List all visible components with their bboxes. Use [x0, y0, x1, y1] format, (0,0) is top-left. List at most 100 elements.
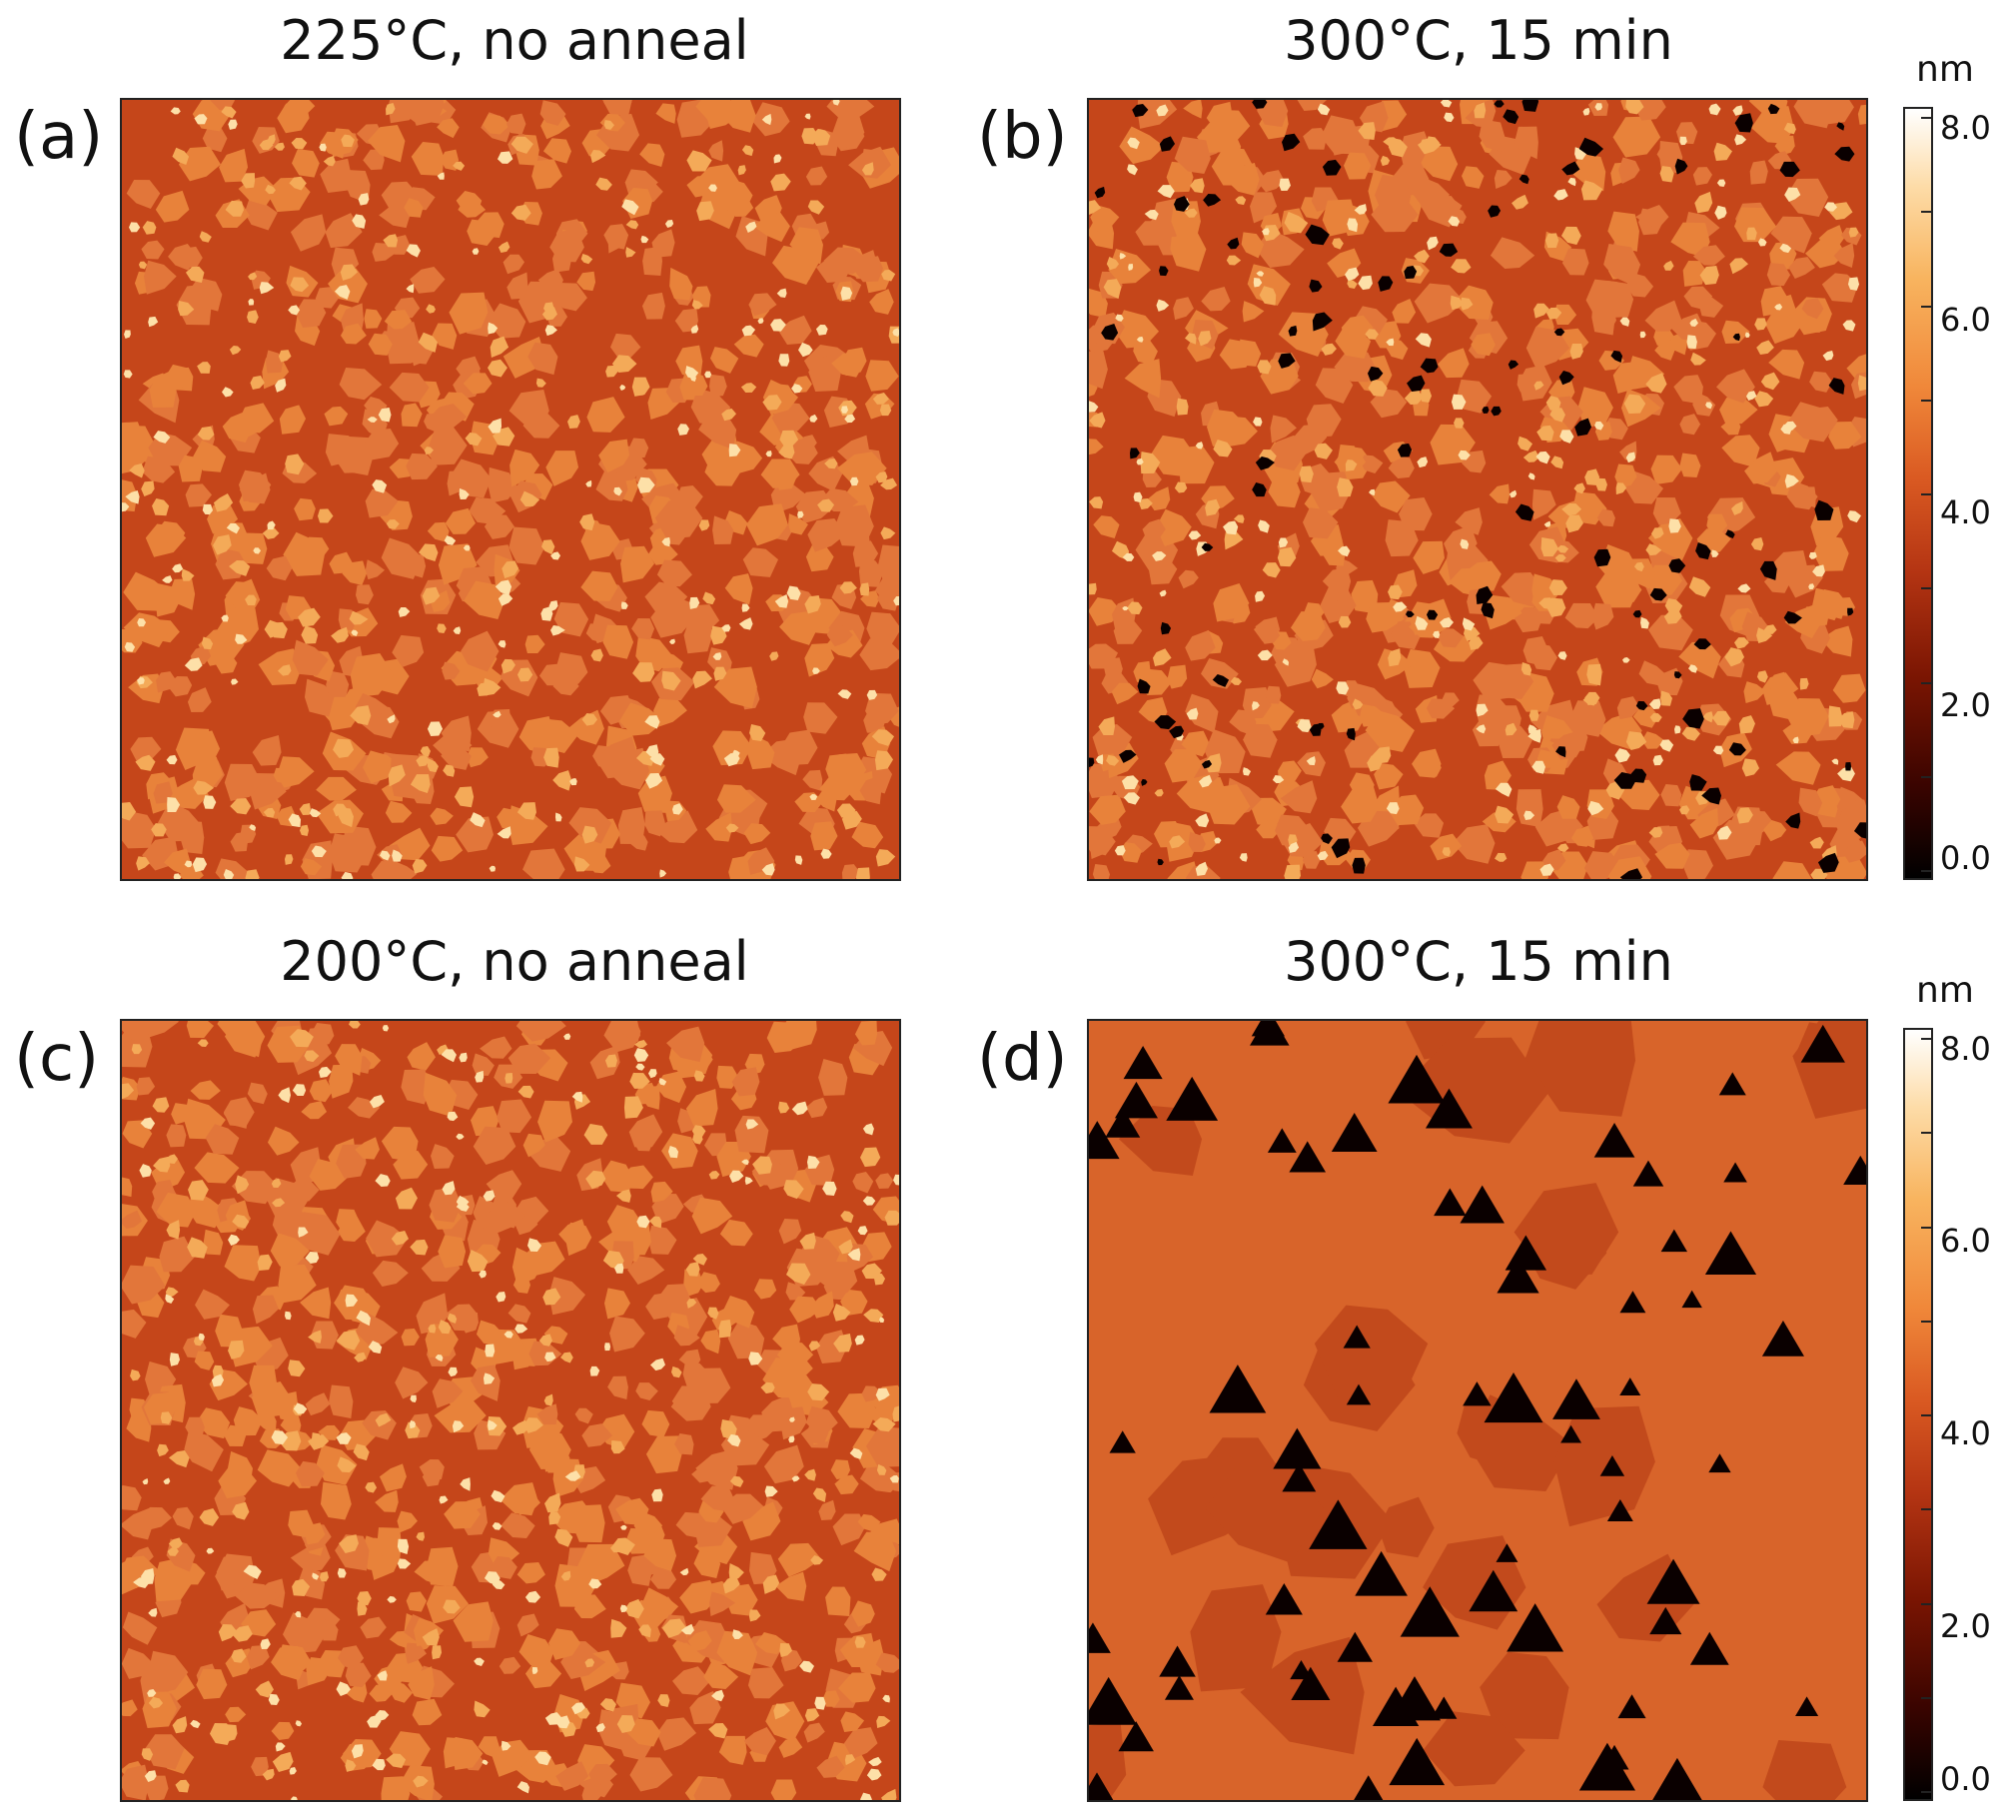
bright-cluster — [619, 385, 626, 392]
bright-cluster — [1243, 767, 1252, 776]
island — [486, 1203, 526, 1235]
bright-cluster — [147, 1688, 157, 1697]
island-top — [422, 1628, 440, 1646]
island-top — [1495, 805, 1514, 824]
island — [437, 118, 460, 139]
pit — [1101, 323, 1119, 341]
pit — [1725, 529, 1735, 539]
island — [698, 1499, 724, 1523]
island — [775, 1571, 807, 1601]
bright-cluster — [860, 1792, 872, 1800]
island-top — [504, 1073, 513, 1084]
bright-cluster — [139, 1164, 152, 1178]
bright-cluster — [1257, 649, 1273, 661]
island — [461, 630, 500, 672]
triangular-pit — [1400, 1586, 1460, 1637]
island-top — [560, 1570, 571, 1581]
island-top — [783, 1180, 804, 1200]
island — [1322, 567, 1352, 596]
island — [522, 848, 565, 879]
bright-cluster — [1812, 564, 1825, 577]
bright-cluster — [892, 328, 899, 337]
island — [1206, 409, 1248, 447]
island-top — [769, 651, 779, 661]
island-top — [1388, 584, 1403, 600]
bright-cluster — [727, 1433, 741, 1447]
island — [202, 126, 228, 153]
pit — [1159, 266, 1169, 277]
island-top — [1174, 481, 1188, 493]
island — [449, 292, 489, 335]
bright-cluster — [794, 855, 803, 865]
island — [1259, 624, 1281, 644]
island — [401, 403, 423, 428]
island — [1372, 480, 1411, 513]
island — [129, 1397, 149, 1420]
bright-cluster — [1621, 657, 1630, 663]
island-top — [157, 1443, 169, 1457]
island — [512, 1343, 536, 1370]
island — [1167, 664, 1188, 689]
island-top — [438, 1320, 452, 1335]
island — [581, 1423, 613, 1447]
island-top — [290, 277, 310, 293]
island — [1744, 458, 1778, 484]
bright-cluster — [1288, 841, 1300, 853]
island — [1385, 519, 1419, 557]
bright-cluster — [1279, 178, 1291, 192]
bright-cluster — [1460, 538, 1470, 549]
island-top — [141, 1748, 154, 1761]
pit — [1331, 838, 1351, 859]
island — [143, 260, 177, 295]
island-top — [543, 747, 559, 768]
island-top — [1560, 226, 1581, 245]
island — [499, 1656, 521, 1674]
island-top — [516, 667, 533, 682]
island — [1185, 629, 1216, 661]
island — [1392, 298, 1417, 324]
bright-cluster — [352, 214, 367, 229]
island — [1767, 549, 1808, 584]
bright-cluster — [351, 629, 359, 636]
island — [122, 1210, 142, 1230]
island — [722, 1295, 755, 1329]
bright-cluster — [309, 808, 322, 818]
island — [267, 1126, 300, 1156]
island — [522, 1133, 545, 1158]
island-top — [1154, 788, 1164, 797]
bright-cluster — [875, 1387, 890, 1401]
island-top — [810, 1555, 824, 1565]
colorbar-tick-mark — [1921, 305, 1933, 308]
island — [295, 299, 327, 329]
bright-cluster — [475, 1070, 485, 1083]
island-top — [691, 300, 703, 310]
island — [1768, 671, 1789, 693]
bright-cluster — [295, 1720, 303, 1727]
bright-cluster — [1557, 651, 1567, 660]
bright-cluster — [1451, 394, 1467, 410]
bright-cluster — [761, 863, 775, 876]
island-top — [502, 560, 519, 579]
bright-cluster — [571, 1702, 586, 1715]
island — [1769, 294, 1796, 321]
island-top — [197, 362, 211, 374]
bright-cluster — [1531, 760, 1545, 774]
island-top — [199, 1507, 220, 1526]
colorbar-tick-mark — [1921, 775, 1933, 778]
island-top — [443, 1599, 461, 1614]
island-top — [876, 1715, 891, 1728]
island-top — [410, 774, 431, 793]
island — [607, 1375, 628, 1400]
island — [244, 197, 278, 231]
island-top — [1213, 439, 1233, 457]
island-top — [808, 1341, 821, 1352]
island-top — [1540, 536, 1559, 557]
island-top — [1388, 138, 1408, 158]
bright-cluster — [1121, 775, 1139, 790]
bright-cluster — [1278, 537, 1289, 548]
island-top — [1625, 100, 1644, 115]
island — [1360, 703, 1388, 727]
island — [316, 1444, 358, 1485]
island-top — [138, 261, 148, 270]
triangular-pit — [1089, 1772, 1114, 1800]
